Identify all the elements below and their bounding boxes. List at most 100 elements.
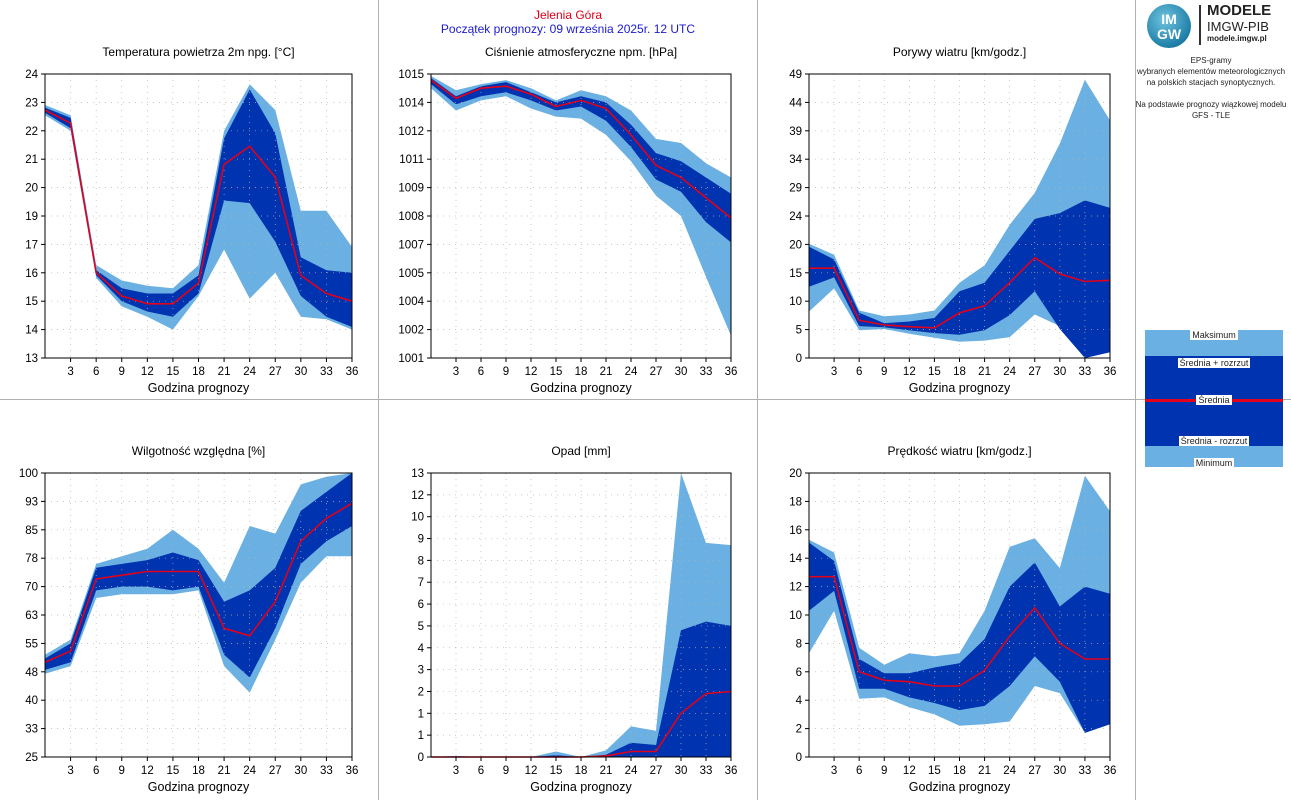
- band-min-max: [809, 475, 1110, 733]
- x-axis-label: Godzina prognozy: [530, 381, 632, 395]
- y-tick-label: 93: [25, 496, 38, 508]
- x-tick-label: 21: [600, 366, 613, 378]
- x-tick-label: 21: [978, 366, 991, 378]
- x-tick-label: 18: [953, 366, 966, 378]
- y-tick-label: 23: [25, 97, 38, 109]
- x-tick-label: 3: [453, 366, 459, 378]
- x-tick-label: 24: [625, 366, 638, 378]
- band-spread: [431, 621, 731, 757]
- legend-mean-minus: Średnia - rozrzut: [1178, 436, 1250, 446]
- y-tick-label: 85: [25, 525, 38, 537]
- y-tick-label: 10: [789, 610, 802, 622]
- x-tick-label: 30: [1053, 366, 1066, 378]
- x-tick-label: 15: [550, 366, 563, 378]
- x-tick-label: 3: [67, 366, 73, 378]
- y-tick-label: 20: [789, 239, 802, 251]
- y-tick-label: 0: [796, 353, 802, 365]
- x-tick-label: 9: [119, 765, 125, 777]
- desc-line-4: Na podstawie prognozy wiązkowej modelu: [1135, 100, 1287, 109]
- x-tick-label: 24: [1003, 366, 1016, 378]
- y-tick-label: 9: [418, 534, 424, 546]
- y-tick-label: 21: [25, 154, 38, 166]
- imgw-logo[interactable]: IM GW MODELE IMGW-PIB modele.imgw.pl: [1145, 2, 1285, 50]
- chart-6: Prędkość wiatru [km/godz.]02468101214161…: [789, 444, 1116, 794]
- x-tick-label: 24: [243, 366, 256, 378]
- x-tick-label: 30: [1053, 765, 1066, 777]
- x-tick-label: 36: [1104, 366, 1117, 378]
- y-tick-label: 13: [411, 468, 424, 480]
- y-tick-label: 10: [789, 296, 802, 308]
- x-tick-label: 27: [650, 366, 663, 378]
- y-tick-label: 12: [789, 582, 802, 594]
- x-tick-label: 30: [675, 765, 688, 777]
- x-tick-label: 9: [881, 366, 887, 378]
- x-tick-label: 15: [550, 765, 563, 777]
- x-tick-label: 18: [575, 765, 588, 777]
- y-tick-label: 13: [25, 353, 38, 365]
- logo-subtitle: IMGW-PIB: [1207, 19, 1269, 34]
- y-tick-label: 19: [25, 211, 38, 223]
- y-tick-label: 8: [418, 555, 424, 567]
- y-tick-label: 10: [411, 512, 424, 524]
- x-tick-label: 36: [1104, 765, 1117, 777]
- y-tick-label: 18: [789, 496, 802, 508]
- y-tick-label: 33: [25, 724, 38, 736]
- y-tick-label: 15: [789, 268, 802, 280]
- x-tick-label: 30: [294, 366, 307, 378]
- x-tick-label: 33: [1079, 366, 1092, 378]
- y-tick-label: 49: [789, 69, 802, 81]
- y-tick-label: 4: [796, 695, 803, 707]
- logo-badge: IM GW: [1147, 4, 1191, 48]
- station-name: Jelenia Góra: [533, 8, 603, 22]
- x-tick-label: 6: [478, 765, 484, 777]
- mean-line: [44, 502, 353, 664]
- x-tick-label: 21: [978, 765, 991, 777]
- y-tick-label: 5: [796, 325, 802, 337]
- y-tick-label: 24: [789, 211, 802, 223]
- x-tick-label: 12: [525, 765, 538, 777]
- y-tick-label: 15: [25, 296, 38, 308]
- desc-line-3: na polskich stacjach synoptycznych.: [1146, 78, 1276, 87]
- y-tick-label: 25: [25, 752, 38, 764]
- desc-line-2: wybranych elementów meteorologicznych: [1136, 67, 1286, 76]
- band-spread: [431, 78, 731, 243]
- y-tick-label: 1004: [398, 296, 424, 308]
- x-tick-label: 21: [218, 765, 231, 777]
- chart-3: Porywy wiatru [km/godz.]0510152024293439…: [789, 45, 1116, 395]
- x-tick-label: 6: [856, 765, 862, 777]
- x-axis-label: Godzina prognozy: [148, 780, 250, 794]
- x-tick-label: 9: [881, 765, 887, 777]
- x-tick-label: 33: [700, 765, 713, 777]
- y-tick-label: 1001: [398, 353, 424, 365]
- x-tick-label: 27: [269, 366, 282, 378]
- logo-url: modele.imgw.pl: [1207, 34, 1267, 43]
- x-tick-label: 15: [167, 366, 180, 378]
- mean-line: [430, 79, 732, 219]
- y-tick-label: 55: [25, 638, 38, 650]
- x-tick-label: 27: [650, 765, 663, 777]
- y-tick-label: 1015: [398, 69, 424, 81]
- y-tick-label: 14: [25, 325, 38, 337]
- chart-title: Ciśnienie atmosferyczne npm. [hPa]: [485, 45, 677, 59]
- y-tick-label: 1002: [398, 325, 424, 337]
- x-tick-label: 9: [503, 765, 509, 777]
- y-tick-label: 5: [418, 621, 424, 633]
- legend: Maksimum Średnia + rozrzut Średnia Średn…: [1145, 330, 1283, 468]
- x-tick-label: 27: [1028, 366, 1041, 378]
- y-tick-label: 1008: [398, 211, 424, 223]
- x-tick-label: 36: [346, 765, 359, 777]
- chart-title: Prędkość wiatru [km/godz.]: [887, 444, 1031, 458]
- x-tick-label: 12: [141, 765, 154, 777]
- y-tick-label: 17: [25, 239, 38, 251]
- y-tick-label: 44: [789, 97, 802, 109]
- x-tick-label: 27: [269, 765, 282, 777]
- mean-line: [809, 256, 1111, 329]
- x-tick-label: 6: [478, 366, 484, 378]
- x-axis-label: Godzina prognozy: [909, 381, 1011, 395]
- forecast-start: Początek prognozy: 09 września 2025r. 12…: [440, 22, 696, 36]
- x-tick-label: 3: [453, 765, 459, 777]
- desc-line-5: GFS - TLE: [1191, 111, 1231, 120]
- x-tick-label: 36: [346, 366, 359, 378]
- y-tick-label: 78: [25, 553, 38, 565]
- x-tick-label: 18: [192, 366, 205, 378]
